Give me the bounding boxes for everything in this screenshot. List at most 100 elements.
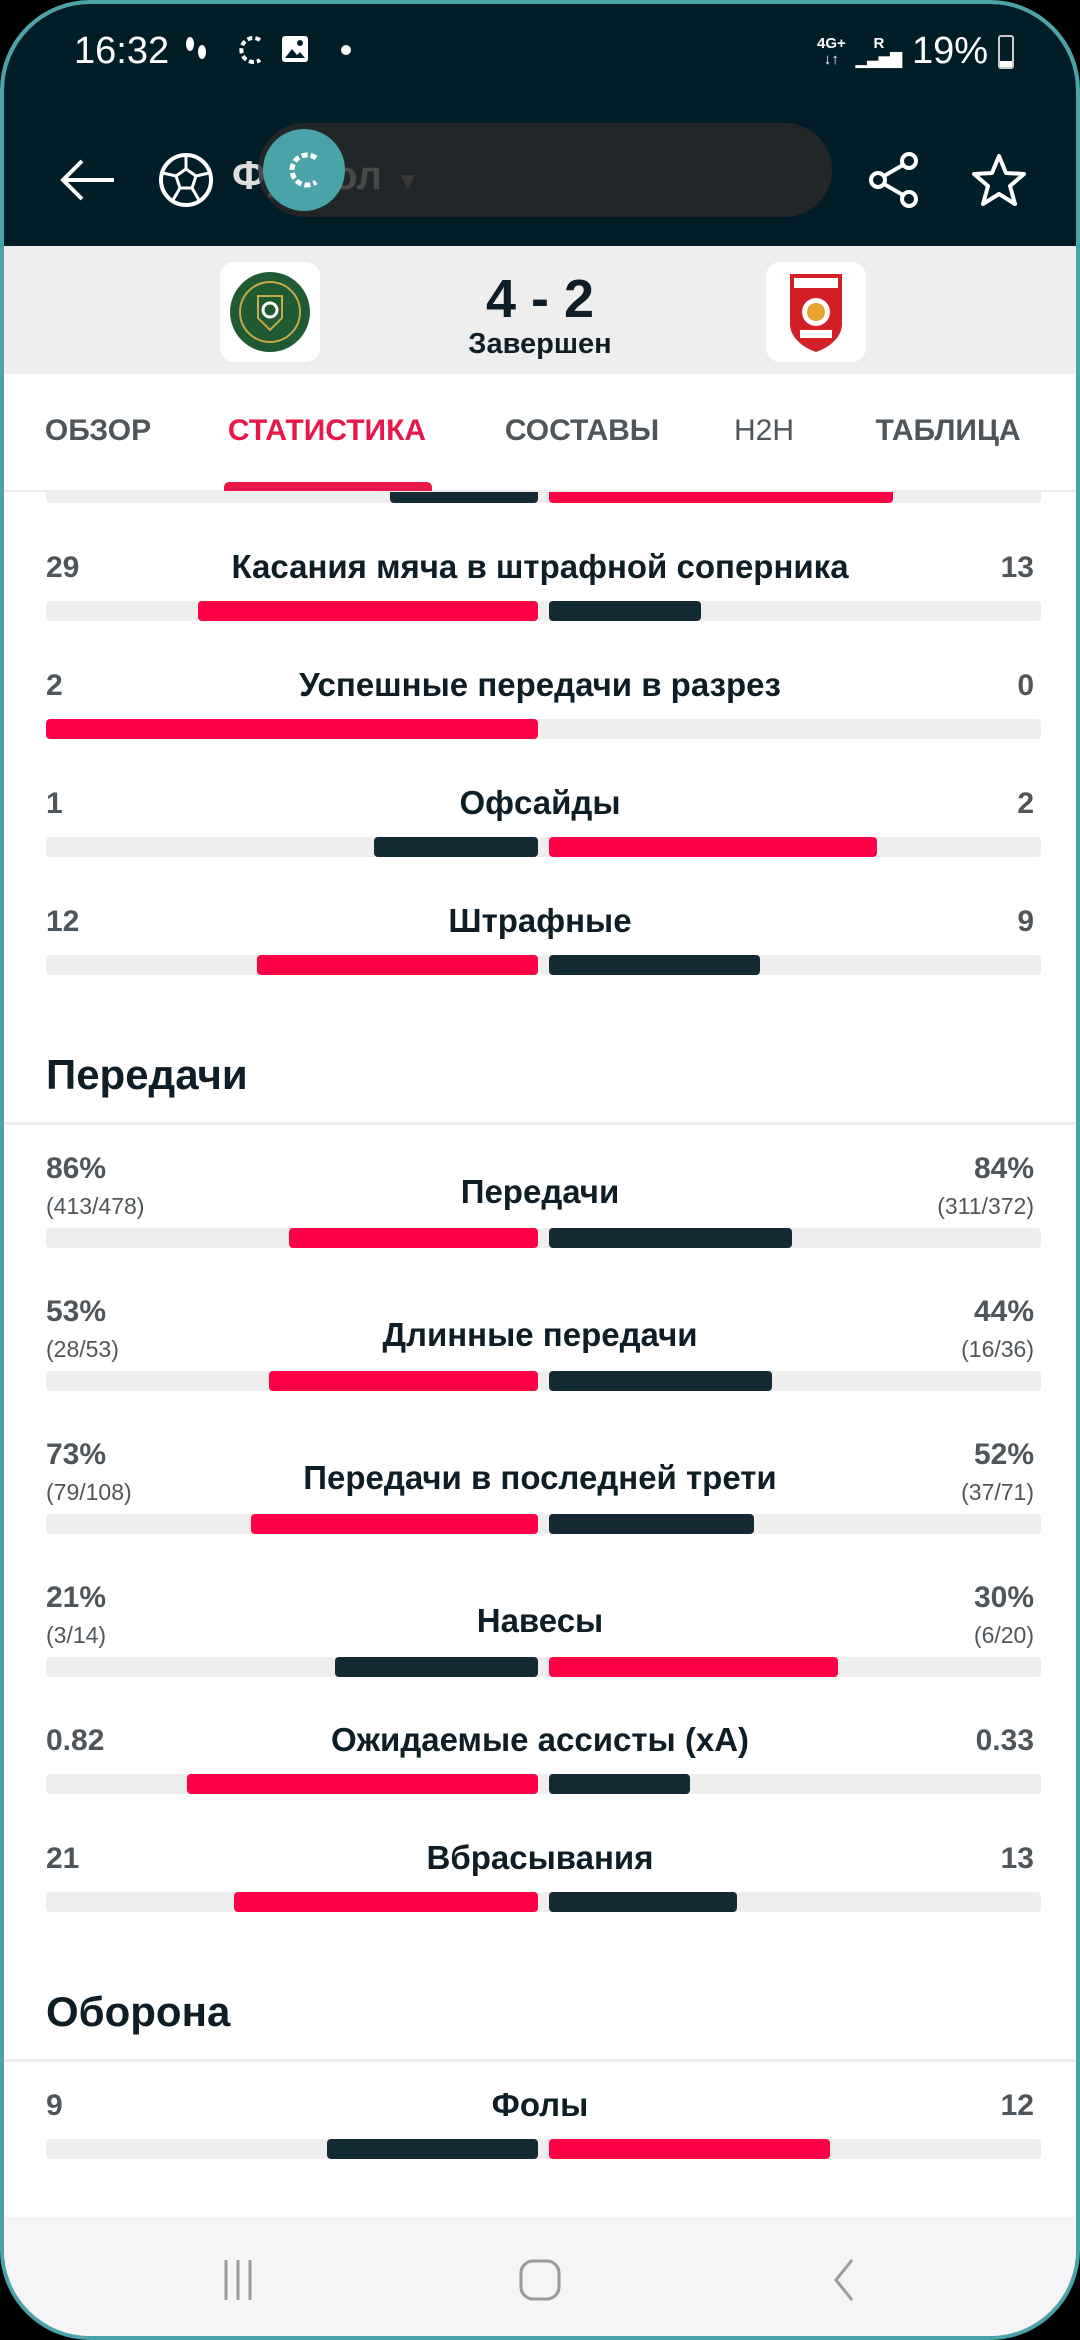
stat-title: Касания мяча в штрафной соперника [231, 548, 849, 585]
match-score: 4 - 2 [485, 269, 595, 329]
home-value: 9 [46, 2089, 63, 2122]
away-value: 0.33 [975, 1724, 1034, 1757]
stat-title: Офсайды [459, 784, 621, 821]
away-value: 84% [973, 1152, 1034, 1185]
home-bar-fill [198, 601, 538, 621]
stat-row: 2 Успешные передачи в разрез 0 [4, 642, 1076, 760]
section-header: Оборона [4, 1933, 1076, 2062]
stat-title: Фолы [491, 2086, 589, 2123]
tab-lineups[interactable]: СОСТАВЫ [504, 414, 660, 447]
stat-title: Вбрасывания [426, 1839, 654, 1876]
away-bar-fill [549, 1657, 839, 1677]
match-header: 4 - 2 Завершен [4, 246, 1076, 374]
home-value: 53% [46, 1295, 107, 1328]
away-value: 13 [1000, 551, 1034, 584]
away-value: 30% [973, 1581, 1034, 1614]
section-title: Передачи [46, 1051, 248, 1098]
home-bar-fill [187, 1774, 538, 1794]
home-value: 12 [46, 905, 80, 938]
tab-h2h[interactable]: H2H [733, 414, 795, 447]
stat-title: Навесы [476, 1602, 604, 1639]
stat-row: 1 Офсайды 2 [4, 760, 1076, 878]
stat-row: 0.82 Ожидаемые ассисты (xA) 0.33 [4, 1697, 1076, 1815]
away-team-logo[interactable] [766, 262, 866, 362]
stat-bar-track [46, 1774, 1041, 1794]
home-value: 73% [46, 1438, 107, 1471]
stat-bar-track [46, 837, 1041, 857]
stat-title: Ожидаемые ассисты (xA) [330, 1721, 750, 1758]
recent-apps-icon[interactable] [208, 2255, 268, 2305]
away-value: 12 [1000, 2089, 1034, 2122]
stat-bar-track [46, 601, 1041, 621]
stat-bar-track [46, 1892, 1041, 1912]
home-bar-fill [269, 1371, 538, 1391]
section-header: Передачи [4, 996, 1076, 1125]
tab-statistics[interactable]: СТАТИСТИКА [227, 414, 427, 447]
stat-title: Передачи [460, 1173, 620, 1210]
share-icon[interactable] [852, 138, 936, 222]
away-bar-fill [549, 1514, 754, 1534]
home-detail: (28/53) [46, 1336, 119, 1362]
tab-table[interactable]: ТАБЛИЦА [875, 414, 1021, 447]
home-bar-fill [390, 492, 538, 503]
home-detail: (413/478) [46, 1193, 145, 1219]
home-value: 2 [46, 669, 63, 702]
status-right: 4G+ ↓↑ R ▁▃▅▇ 19% [817, 30, 1014, 73]
home-bar-fill [46, 719, 538, 739]
away-value: 9 [1017, 905, 1034, 938]
away-bar-fill [549, 2139, 831, 2159]
home-value: 1 [46, 787, 63, 820]
home-bar-fill [327, 2139, 538, 2159]
image-icon [280, 34, 312, 66]
back-arrow-icon[interactable] [46, 138, 130, 222]
stat-row: 21% (3/14) Навесы 30% (6/20) [4, 1554, 1076, 1697]
network-indicator: 4G+ ↓↑ [817, 34, 846, 68]
overlay-app-icon[interactable] [263, 129, 345, 211]
floating-overlay-bubble[interactable] [258, 123, 832, 217]
stat-row-partial [4, 492, 1076, 524]
star-icon[interactable] [957, 138, 1041, 222]
stat-row: 86% (413/478) Передачи 84% (311/372) [4, 1125, 1076, 1268]
status-time: 16:32 [74, 30, 170, 72]
home-bar-fill [335, 1657, 538, 1677]
home-bar-fill [374, 837, 538, 857]
away-detail: (16/36) [961, 1336, 1034, 1362]
away-bar-fill [549, 1892, 738, 1912]
away-value: 0 [1017, 669, 1034, 702]
home-bar-fill [250, 1514, 538, 1534]
stat-title: Длинные передачи [382, 1316, 698, 1353]
away-detail: (37/71) [961, 1479, 1034, 1505]
away-bar-fill [549, 1371, 773, 1391]
home-bar-fill [289, 1228, 538, 1248]
away-value: 13 [1000, 1842, 1034, 1875]
home-team-logo[interactable] [220, 262, 320, 362]
away-bar-fill [549, 1774, 691, 1794]
status-bar: 16:32 4G+ ↓↑ R ▁▃▅▇ 19% [4, 4, 1076, 104]
stat-bar-track [46, 955, 1041, 975]
app-header: 16:32 4G+↓↑ R▁▃▅▇ 19% Футбол▼ [4, 4, 1076, 246]
tab-bar: ОБЗОР СТАТИСТИКА СОСТАВЫ H2H ТАБЛИЦА [4, 374, 1076, 492]
active-tab-indicator [224, 482, 432, 491]
home-icon[interactable] [510, 2255, 570, 2305]
system-nav-bar [4, 2217, 1076, 2336]
statistics-list[interactable]: 2 9 Касания мяча в штрафной соперника 13 2 Ус… [4, 492, 1076, 2217]
stat-bar-track [46, 492, 1041, 503]
home-detail: (79/108) [46, 1479, 132, 1505]
match-status: Завершен [468, 328, 612, 360]
home-value: 21% [46, 1581, 107, 1614]
home-value: 86% [46, 1152, 107, 1185]
tab-overview[interactable]: ОБЗОР [44, 414, 152, 447]
away-value: 44% [973, 1295, 1034, 1328]
stat-title: Передачи в последней трети [303, 1459, 777, 1496]
more-notifications-dot [336, 34, 368, 66]
toolbar: Футбол▼ [4, 114, 1076, 246]
stat-title: Штрафные [448, 902, 632, 939]
battery-percent: 19% [911, 30, 988, 72]
away-bar-fill [549, 492, 894, 503]
stat-row: 29 Касания мяча в штрафной соперника 13 [4, 524, 1076, 642]
stat-bar-track [46, 1371, 1041, 1391]
stat-row: 21 Вбрасывания 13 [4, 1815, 1076, 1933]
stat-bar-track [46, 2139, 1041, 2159]
back-icon[interactable] [814, 2255, 874, 2305]
